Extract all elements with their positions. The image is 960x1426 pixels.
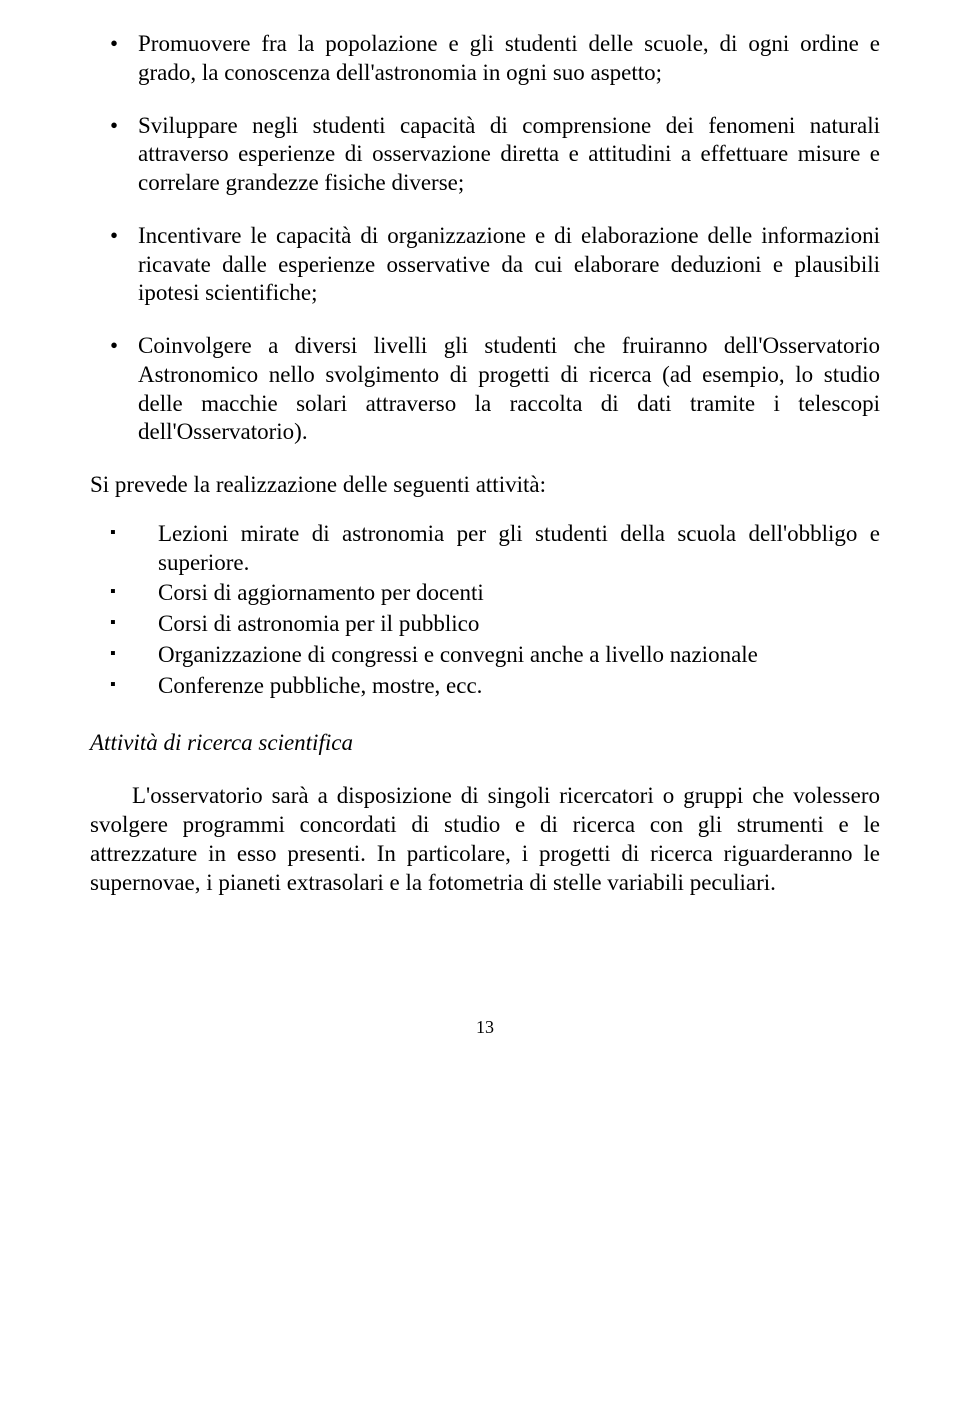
- list-item: Incentivare le capacità di organizzazion…: [110, 222, 880, 308]
- list-item: Promuovere fra la popolazione e gli stud…: [110, 30, 880, 88]
- activities-lead: Si prevede la realizzazione delle seguen…: [90, 471, 880, 500]
- list-item: Lezioni mirate di astronomia per gli stu…: [90, 520, 880, 578]
- document-page: Promuovere fra la popolazione e gli stud…: [0, 0, 960, 1078]
- body-paragraph: L'osservatorio sarà a disposizione di si…: [90, 782, 880, 897]
- objectives-list: Promuovere fra la popolazione e gli stud…: [90, 30, 880, 447]
- activities-list: Lezioni mirate di astronomia per gli stu…: [90, 520, 880, 701]
- list-item: Organizzazione di congressi e convegni a…: [90, 641, 880, 670]
- list-item: Corsi di astronomia per il pubblico: [90, 610, 880, 639]
- list-item: Coinvolgere a diversi livelli gli studen…: [110, 332, 880, 447]
- list-item: Conferenze pubbliche, mostre, ecc.: [90, 672, 880, 701]
- page-number: 13: [90, 1017, 880, 1038]
- list-item: Sviluppare negli studenti capacità di co…: [110, 112, 880, 198]
- list-item: Corsi di aggiornamento per docenti: [90, 579, 880, 608]
- section-subtitle: Attività di ricerca scientifica: [90, 730, 880, 756]
